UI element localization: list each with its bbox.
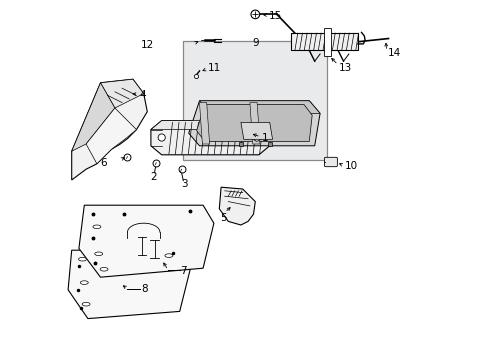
Circle shape: [250, 10, 259, 19]
Text: 3: 3: [181, 179, 188, 189]
Polygon shape: [241, 122, 272, 139]
Text: 15: 15: [268, 11, 282, 21]
Ellipse shape: [100, 267, 108, 271]
Circle shape: [158, 134, 165, 141]
Polygon shape: [199, 101, 320, 113]
Text: 10: 10: [344, 161, 357, 171]
Ellipse shape: [80, 281, 88, 284]
Circle shape: [253, 134, 260, 141]
Ellipse shape: [79, 257, 86, 261]
Text: 5: 5: [220, 213, 226, 223]
Polygon shape: [86, 108, 136, 164]
Polygon shape: [151, 121, 269, 130]
Text: 13: 13: [339, 63, 352, 73]
FancyBboxPatch shape: [291, 33, 357, 50]
Ellipse shape: [95, 252, 102, 256]
Polygon shape: [323, 28, 330, 56]
Text: 11: 11: [207, 63, 220, 73]
Polygon shape: [72, 79, 147, 180]
Ellipse shape: [93, 225, 101, 229]
Polygon shape: [188, 101, 320, 146]
Polygon shape: [219, 187, 255, 225]
Polygon shape: [249, 103, 260, 144]
Polygon shape: [72, 83, 115, 151]
Ellipse shape: [164, 254, 172, 257]
Text: 9: 9: [252, 38, 259, 48]
Ellipse shape: [82, 302, 90, 306]
Polygon shape: [196, 104, 311, 141]
Text: 4: 4: [139, 90, 146, 100]
Text: 7: 7: [180, 266, 187, 276]
Polygon shape: [101, 79, 143, 108]
FancyBboxPatch shape: [324, 157, 337, 167]
Bar: [183, 41, 326, 160]
Polygon shape: [68, 250, 190, 319]
Polygon shape: [151, 121, 269, 155]
Text: 12: 12: [140, 40, 153, 50]
Text: 2: 2: [149, 172, 156, 182]
Polygon shape: [199, 103, 209, 144]
Text: 14: 14: [387, 48, 400, 58]
Text: 1: 1: [261, 132, 268, 143]
Text: 6: 6: [100, 158, 107, 168]
Text: 8: 8: [141, 284, 147, 294]
Polygon shape: [79, 205, 213, 277]
